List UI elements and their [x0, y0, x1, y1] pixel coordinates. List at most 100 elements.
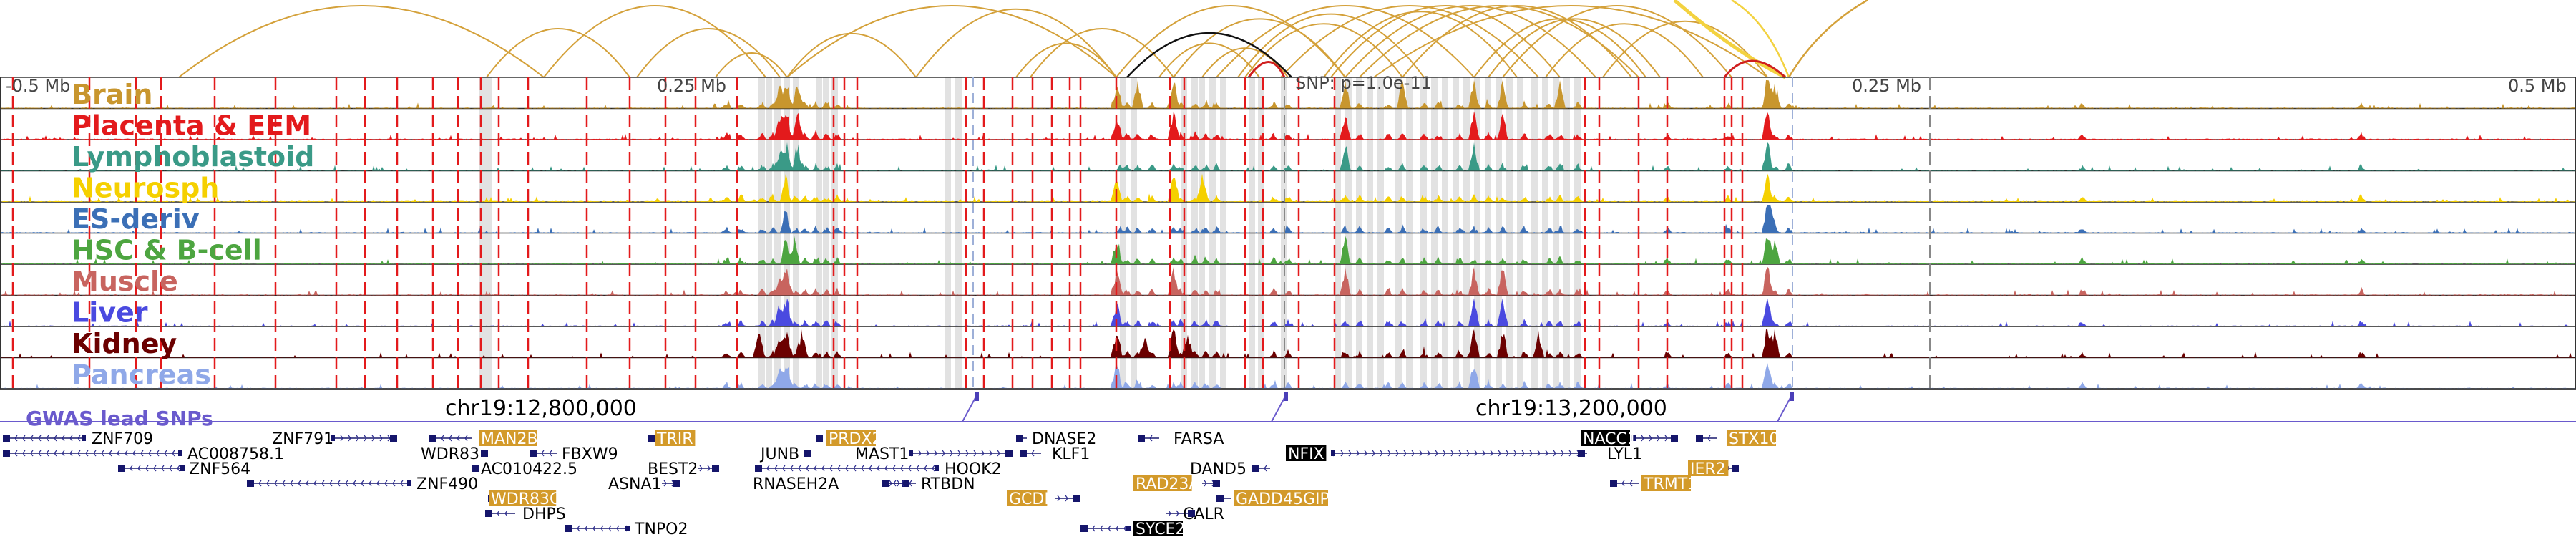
strand-chevron [1629, 480, 1633, 487]
strand-chevron [306, 480, 309, 487]
strand-chevron [1340, 450, 1344, 457]
strand-chevron [1657, 435, 1660, 442]
gwas-panel: GWAS lead SNPs chr19:12,800,000 chr19:13… [0, 392, 2576, 430]
exon-block [3, 435, 10, 442]
strand-chevron [14, 435, 18, 442]
gene-label: NACC1 [1583, 430, 1637, 448]
strand-chevron [1664, 435, 1668, 442]
strand-chevron [376, 480, 380, 487]
strand-chevron [361, 480, 364, 487]
gene: ZNF564 [118, 460, 250, 478]
exon-block [530, 450, 537, 457]
gene-label: RTBDN [921, 475, 975, 493]
track-label: Neurosph [72, 173, 219, 204]
interaction-arc [1502, 5, 1732, 78]
strand-chevron [699, 465, 703, 472]
strand-chevron [1031, 450, 1035, 457]
strand-chevron [77, 450, 81, 457]
gene-label: GCDH [1009, 490, 1056, 508]
strand-chevron [1092, 525, 1096, 532]
gene-label-bg [655, 430, 696, 446]
interaction-arc [1247, 61, 1286, 78]
gene-label: ZNF564 [189, 460, 250, 478]
enhancer-markers [11, 77, 1931, 389]
strand-chevron [1176, 510, 1179, 517]
exon-block [429, 435, 436, 442]
strand-chevron [356, 435, 359, 442]
gene: CALR [1166, 505, 1224, 523]
gene-label: DHPS [522, 505, 566, 523]
strand-chevron [814, 465, 817, 472]
strand-chevron [329, 480, 333, 487]
exon-block [804, 450, 811, 457]
gene: KLF1 [1020, 445, 1090, 463]
interaction-arc [1345, 5, 1596, 78]
strand-chevron [164, 450, 167, 457]
strand-chevron [900, 465, 904, 472]
gene: DAND5 [1190, 460, 1270, 478]
exon-block [180, 465, 185, 471]
interaction-arc [1731, 0, 1790, 78]
exon-block [1252, 465, 1259, 472]
strand-chevron [464, 435, 468, 442]
signal-track [0, 111, 2576, 140]
strand-chevron [1108, 525, 1111, 532]
strand-chevron [1348, 450, 1352, 457]
strand-chevron [806, 465, 809, 472]
gene-label: FARSA [1174, 430, 1224, 448]
strand-chevron [1450, 450, 1454, 457]
strand-chevron [321, 480, 325, 487]
strand-chevron [608, 525, 612, 532]
strand-chevron [1621, 480, 1625, 487]
strand-chevron [1149, 435, 1153, 442]
strand-chevron [449, 435, 452, 442]
strand-chevron [1372, 450, 1375, 457]
gene: ZNF709 [3, 430, 153, 448]
track-label: Liver [72, 297, 148, 329]
strand-chevron [884, 465, 888, 472]
strand-chevron [1506, 450, 1509, 457]
exon-block [1696, 435, 1703, 442]
interaction-arc [1116, 5, 1346, 78]
strand-chevron [924, 465, 927, 472]
exon-block [118, 465, 125, 472]
strand-chevron [30, 450, 34, 457]
gene-label: DAND5 [1190, 460, 1246, 478]
exon-block [1578, 450, 1585, 457]
signal-track [0, 267, 2576, 296]
strand-chevron [337, 480, 341, 487]
signal-track [0, 236, 2576, 265]
strand-chevron [1057, 495, 1060, 502]
strand-chevron [934, 450, 937, 457]
exon-block [1016, 435, 1023, 442]
gene-label-bg [1286, 445, 1327, 461]
interaction-arc [1280, 5, 1539, 78]
strand-chevron [177, 465, 180, 472]
exon-block [1126, 526, 1131, 531]
signal-area [0, 205, 2576, 233]
gene-label: JUNB [759, 445, 799, 463]
exon-block [1331, 450, 1335, 456]
interaction-arc [1030, 28, 1174, 78]
interaction-arc [486, 28, 630, 78]
gene-label: AC010422.5 [481, 460, 577, 478]
strand-chevron [893, 480, 897, 487]
gene-label: GADD45GIP1 [1236, 490, 1340, 508]
gene: GADD45GIP1 [1216, 490, 1340, 508]
exon-block [1138, 435, 1145, 442]
strand-chevron [926, 450, 930, 457]
track-label: HSC & B-cell [72, 235, 262, 266]
gene-label-bg [1727, 430, 1776, 446]
signal-area [0, 142, 2576, 171]
exon-block [1216, 495, 1224, 502]
strand-chevron [918, 450, 922, 457]
strand-chevron [957, 450, 961, 457]
strand-chevron [400, 480, 404, 487]
gene-label: TRMT1 [1643, 475, 1697, 493]
strand-chevron [1364, 450, 1367, 457]
gene: RTBDN [882, 475, 975, 493]
strand-chevron [379, 435, 383, 442]
strand-chevron [1537, 450, 1541, 457]
gene: AC008758.1 [3, 445, 284, 463]
